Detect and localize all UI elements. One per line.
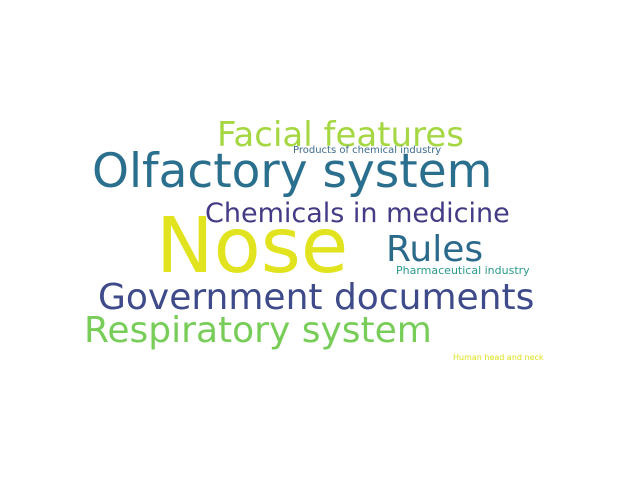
word-olfactory-system: Olfactory system bbox=[92, 144, 493, 199]
word-human-head-and-neck: Human head and neck bbox=[453, 353, 544, 362]
word-respiratory-system: Respiratory system bbox=[84, 310, 432, 351]
word-nose: Nose bbox=[156, 202, 349, 291]
word-chemicals-in-medicine: Chemicals in medicine bbox=[205, 198, 510, 229]
word-government-documents: Government documents bbox=[98, 277, 535, 318]
word-products-of-chemical-industry: Products of chemical industry bbox=[293, 145, 442, 156]
word-facial-features: Facial features bbox=[217, 115, 464, 155]
word-rules: Rules bbox=[386, 229, 484, 270]
word-pharmaceutical-industry: Pharmaceutical industry bbox=[396, 264, 530, 277]
